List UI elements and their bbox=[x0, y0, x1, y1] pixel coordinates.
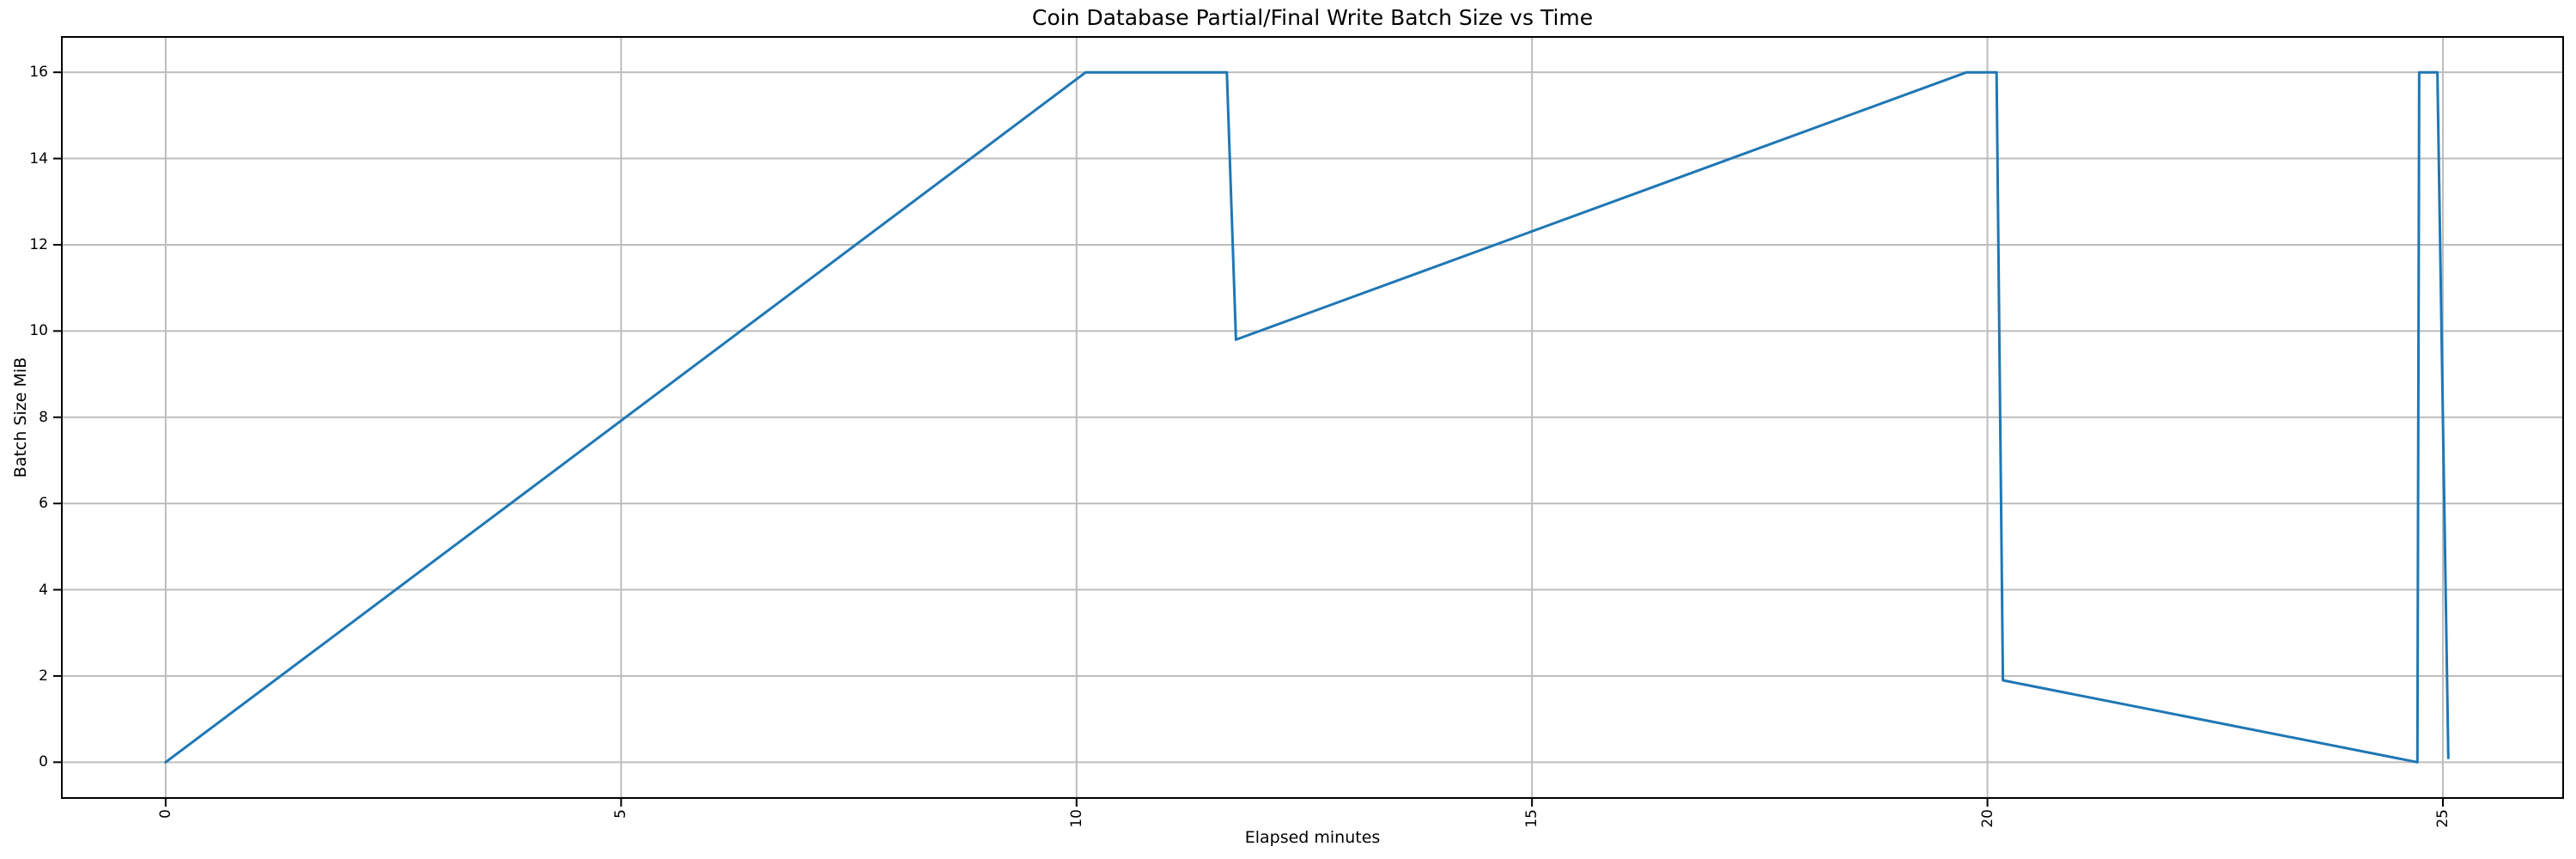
y-tick-label: 14 bbox=[29, 149, 48, 168]
y-tick-label: 6 bbox=[39, 495, 48, 513]
x-tick-label: 5 bbox=[612, 809, 630, 819]
x-tick-label: 0 bbox=[156, 809, 174, 819]
y-tick-label: 16 bbox=[29, 64, 48, 82]
x-axis-label: Elapsed minutes bbox=[1244, 828, 1381, 847]
y-tick-label: 4 bbox=[39, 581, 48, 599]
y-tick-label: 2 bbox=[39, 667, 48, 685]
y-tick-label: 8 bbox=[39, 408, 48, 426]
y-tick-label: 0 bbox=[39, 753, 48, 771]
x-tick-label: 10 bbox=[1067, 809, 1085, 828]
y-tick-label: 10 bbox=[29, 322, 48, 340]
x-tick-label: 25 bbox=[2433, 809, 2451, 828]
y-tick-label: 12 bbox=[29, 235, 48, 253]
x-tick-label: 20 bbox=[1978, 809, 1996, 828]
x-tick-label: 15 bbox=[1523, 809, 1541, 828]
series-line-batch_size_mib bbox=[164, 70, 2450, 764]
chart-title: Coin Database Partial/Final Write Batch … bbox=[1031, 5, 1594, 30]
